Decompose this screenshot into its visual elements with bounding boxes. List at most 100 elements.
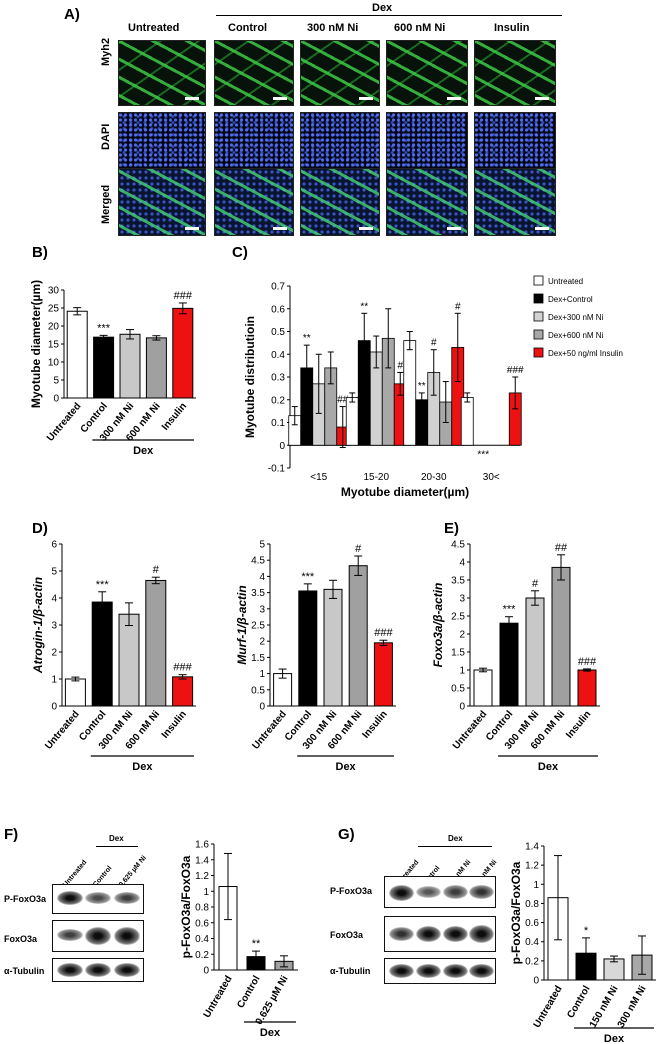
C-ytick-label-4: 0.3 (271, 373, 285, 384)
panel-label-a: A) (64, 6, 80, 23)
E-ytick-label-9: 4.5 (451, 540, 465, 551)
G-bar-0 (547, 897, 569, 981)
B-ytick-label-6: 30 (48, 286, 60, 297)
header-dex: Dex (372, 2, 393, 14)
blot-g-membrane-foxo3a (384, 916, 496, 952)
E-category-label-3: 600 nM Ni (529, 709, 568, 752)
D2-category-label-4: Insulin (361, 709, 390, 741)
blot-g-dex-label: Dex (448, 834, 463, 843)
E-bar-4 (577, 669, 597, 707)
D1-ytick-label-6: 6 (51, 540, 57, 551)
C-annotation-3-4: ### (507, 365, 524, 376)
C-bar-1-3 (381, 337, 395, 446)
D1-ytick-label-1: 1 (51, 675, 57, 686)
D2-ytick-label-2: 1 (259, 669, 265, 680)
micrograph-myh2-300nm (300, 40, 380, 106)
C-category-label-3: 30< (483, 472, 500, 483)
blot-f-row-foxo3a: FoxO3a (4, 934, 38, 944)
E-bar-1 (499, 622, 519, 707)
G-category-label-3: 300 nM Ni (616, 984, 649, 1030)
D2-ytick-label-1: 0.5 (251, 685, 265, 696)
D1-annotation-3: # (153, 564, 160, 576)
D1-ytick-label-3: 3 (51, 621, 57, 632)
E-ylabel: Foxo3a/β-actin (431, 583, 445, 668)
blot-g-membrane-pfoxo3a (384, 876, 496, 908)
blot-g-row-pfoxo3a: P-FoxO3a (330, 886, 373, 896)
D1-bar-1 (91, 601, 113, 707)
C-bar-0-0 (288, 415, 302, 446)
C-legend-swatch-1 (533, 293, 544, 304)
F-ytick-label-1: 0.2 (195, 950, 209, 961)
panel-label-c: C) (232, 244, 248, 261)
C-legend-swatch-0 (533, 275, 544, 286)
E-dex-label: Dex (538, 761, 559, 773)
D1-bar-3 (145, 579, 167, 707)
D2-ytick-label-9: 4.5 (251, 556, 265, 567)
C-ytick-label-7: 0.6 (271, 304, 285, 315)
C-ytick-label-1: 0 (279, 441, 285, 452)
B-bar-3 (145, 337, 167, 399)
C-bar-2-1 (415, 399, 429, 446)
micrograph-myh2-insulin (474, 40, 556, 106)
C-bar-3-4 (508, 392, 522, 446)
C-bar-1-0 (345, 397, 359, 446)
E-ytick-label-1: 0.5 (451, 684, 465, 695)
E-category-label-4: Insulin (564, 709, 593, 741)
C-ytick-label-5: 0.4 (271, 350, 285, 361)
C-bar-2-0 (403, 340, 417, 446)
F-dex-label: Dex (260, 1027, 281, 1039)
D2-ytick-label-5: 2.5 (251, 621, 265, 632)
B-bar-1 (93, 336, 115, 399)
E-ytick-label-7: 3.5 (451, 576, 465, 587)
G-annotation-1: * (584, 925, 589, 937)
header-control: Control (228, 22, 268, 34)
F-ytick-label-2: 0.4 (195, 934, 209, 945)
D2-ytick-label-8: 4 (259, 572, 265, 583)
E-category-label-0: Untreated (451, 709, 489, 752)
G-category-label-2: 150 nM Ni (588, 984, 621, 1030)
D2-bar-1 (298, 590, 318, 707)
E-annotation-3: ## (555, 542, 568, 554)
E-ytick-label-0: 0 (459, 702, 465, 713)
C-annotation-2-2: # (431, 338, 437, 349)
D1-category-label-2: 300 nM Ni (97, 709, 136, 752)
D2-ytick-label-10: 5 (259, 540, 265, 551)
C-annotation-0-1: ** (303, 333, 311, 344)
D2-bar-2 (323, 588, 343, 707)
C-legend-label-4: Dex+50 ng/ml Insulin (548, 349, 623, 358)
B-dex-label: Dex (133, 445, 154, 457)
D2-ylabel: Murf-1/β-actin (235, 585, 249, 664)
E-bar-3 (551, 566, 571, 707)
blot-g-row-tubulin: α-Tubulin (330, 966, 371, 976)
F-category-label-0: Untreated (202, 974, 235, 1020)
E-annotation-4: ### (578, 656, 597, 668)
C-bar-0-1 (300, 367, 314, 446)
blot-g-row-foxo3a: FoxO3a (330, 930, 364, 940)
blot-f-membrane-tubulin (52, 958, 144, 982)
F-bar-1 (246, 956, 266, 971)
blot-f-row-tubulin: α-Tubulin (4, 966, 45, 976)
D2-bar-0 (273, 673, 293, 707)
E-bar-2 (525, 597, 545, 707)
D2-bar-4 (373, 642, 393, 707)
D1-ytick-label-5: 5 (51, 567, 57, 578)
F-ytick-label-0: 0 (203, 966, 209, 977)
C-bar-2-2 (427, 372, 441, 446)
G-ytick-label-2: 0.4 (525, 937, 539, 948)
D2-ytick-label-4: 2 (259, 637, 265, 648)
C-annotation-1-4: # (397, 360, 403, 371)
micrograph-merged-untreated (118, 168, 206, 236)
F-ylabel: p-FoxO3a/FoxO3a (179, 855, 193, 958)
E-annotation-1: *** (503, 604, 517, 616)
panel-label-e: E) (444, 520, 459, 537)
F-ytick-label-7: 1.4 (195, 855, 209, 866)
C-category-label-2: 20-30 (421, 472, 447, 483)
G-ytick-label-0: 0 (533, 976, 539, 987)
micrograph-merged-300nm (300, 168, 380, 236)
C-bar-2-4 (451, 347, 465, 446)
row-label-merged: Merged (100, 184, 112, 224)
E-category-label-2: 300 nM Ni (503, 709, 542, 752)
C-legend-label-1: Dex+Control (548, 295, 593, 304)
C-bar-3-0 (460, 397, 474, 446)
D1-ytick-label-0: 0 (51, 702, 57, 713)
